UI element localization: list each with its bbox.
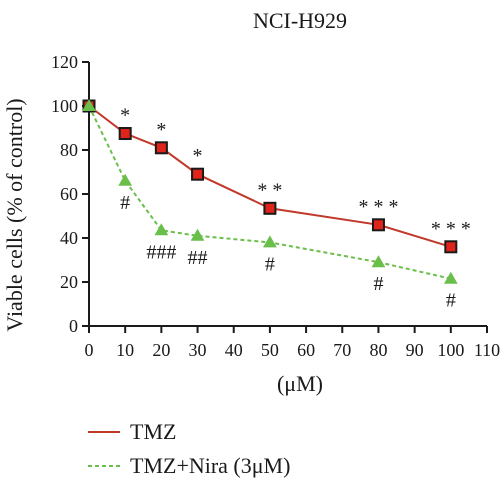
x-tick-label: 80: [369, 340, 387, 360]
star-significance-label: *: [156, 119, 166, 141]
star-significance-label: * *: [257, 179, 282, 201]
x-tick-label: 20: [152, 340, 170, 360]
chart-title: NCI-H929: [253, 8, 347, 33]
tmz-nira-marker: [443, 271, 458, 284]
tmz-marker: [118, 127, 132, 140]
series-layer: **** ** * ** * *#### ## ###: [82, 98, 471, 312]
y-tick-label: 20: [60, 272, 78, 292]
legend-label-tmz: TMZ: [130, 419, 176, 444]
x-tick-label: 40: [225, 340, 243, 360]
series-line-tmz: [88, 105, 452, 248]
tmz-nira-marker: [118, 173, 133, 186]
x-tick-label: 110: [474, 340, 500, 360]
y-tick-label: 120: [51, 52, 78, 72]
tmz-marker: [371, 218, 385, 232]
y-tick-label: 0: [69, 316, 78, 336]
x-tick-label: 70: [333, 340, 351, 360]
star-significance-label: * * *: [358, 196, 398, 218]
hash-significance-label: #: [265, 253, 275, 275]
hash-significance-label: #: [446, 290, 456, 312]
tmz-nira-marker: [371, 255, 386, 268]
hash-significance-label: #: [120, 192, 130, 214]
star-significance-label: * * *: [431, 218, 471, 240]
hash-significance-label: ##: [188, 247, 208, 269]
x-tick-label: 100: [437, 340, 464, 360]
tmz-nira-marker: [263, 235, 277, 248]
x-tick-label: 50: [261, 340, 279, 360]
tmz-nira-marker: [190, 228, 205, 241]
x-tick-label: 60: [297, 340, 315, 360]
hash-significance-label: #: [373, 273, 383, 295]
tmz-nira-marker: [82, 98, 96, 111]
tmz-marker: [154, 141, 168, 155]
x-tick-label: 0: [85, 340, 94, 360]
tmz-marker: [444, 240, 458, 254]
hash-significance-label: ###: [146, 241, 176, 263]
star-significance-label: *: [120, 105, 130, 127]
x-axis-title: (μM): [277, 371, 323, 396]
legend: TMZ TMZ+Nira (3μM): [88, 419, 290, 478]
tmz-nira-marker: [154, 223, 169, 236]
axes: 0 20 40 60 80 100 120 0 10 20 30 40 50 60 70 80 90 100 110: [51, 52, 500, 360]
x-tick-label: 10: [116, 340, 134, 360]
x-tick-label: 90: [406, 340, 424, 360]
y-tick-label: 80: [60, 140, 78, 160]
y-axis-title: Viable cells (% of control): [2, 98, 27, 331]
legend-label-tmz-nira: TMZ+Nira (3μM): [130, 453, 290, 478]
tmz-marker: [263, 201, 277, 215]
y-tick-label: 100: [51, 96, 78, 116]
y-tick-label: 60: [60, 184, 78, 204]
x-tick-label: 30: [189, 340, 207, 360]
y-tick-label: 40: [60, 228, 78, 248]
star-significance-label: *: [193, 145, 203, 167]
tmz-marker: [191, 167, 205, 181]
